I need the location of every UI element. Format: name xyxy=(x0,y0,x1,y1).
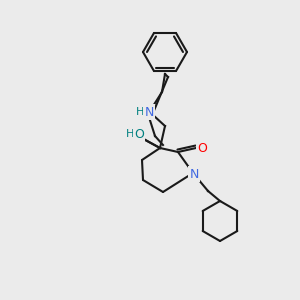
Text: O: O xyxy=(134,128,144,140)
Text: N: N xyxy=(144,106,154,118)
Text: H: H xyxy=(136,107,144,117)
Text: H: H xyxy=(126,129,134,139)
Text: N: N xyxy=(189,167,199,181)
Text: O: O xyxy=(197,142,207,154)
